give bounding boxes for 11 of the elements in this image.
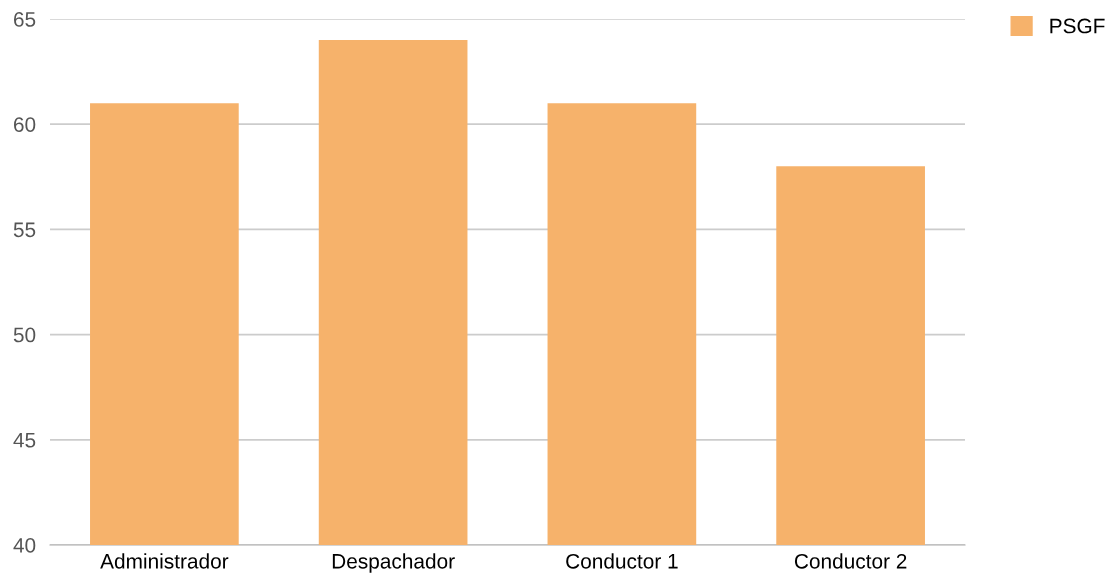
x-tick-label: Conductor 2 bbox=[794, 553, 907, 569]
x-tick-label: Conductor 1 bbox=[566, 553, 678, 569]
y-tick-label: 60 bbox=[14, 117, 36, 132]
x-tick-label: Administrador bbox=[100, 553, 229, 569]
y-tick-label: 65 bbox=[14, 12, 36, 27]
y-tick-label: 50 bbox=[13, 327, 36, 343]
y-tick-label: 45 bbox=[13, 433, 36, 448]
x-tick-label: Despachador bbox=[332, 553, 455, 573]
legend-label: PSGF bbox=[1050, 18, 1105, 34]
y-tick-label: 40 bbox=[13, 538, 36, 553]
y-tick-label: 55 bbox=[13, 222, 36, 238]
